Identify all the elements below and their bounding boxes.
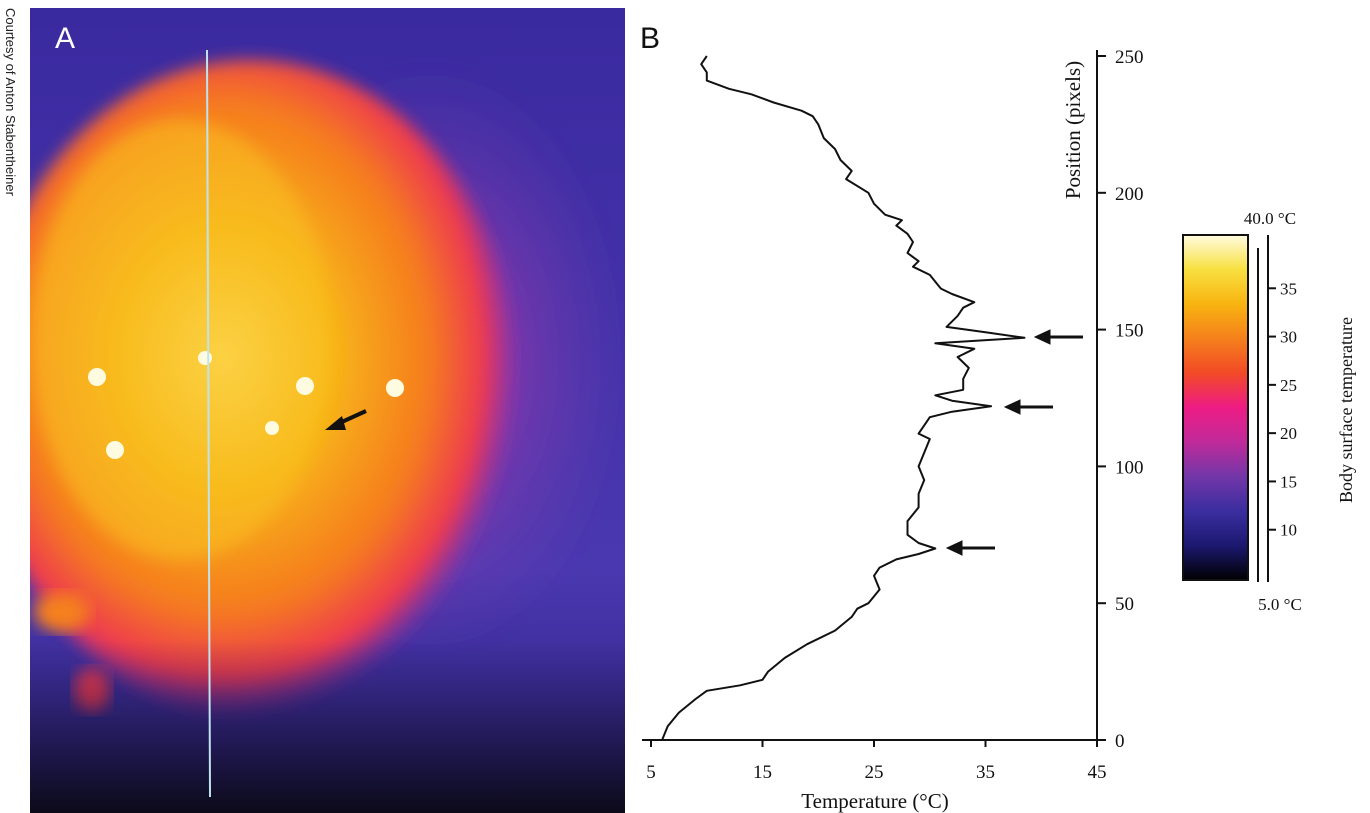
colorbar-tick-label: 10 (1280, 521, 1297, 540)
temperature-line (661, 55, 1026, 741)
colorbar-tick-label: 25 (1280, 376, 1297, 395)
y-axis-title: Position (pixels) (1061, 61, 1085, 199)
colorbar-title: Body surface temperature (1336, 317, 1356, 503)
colorbar (1182, 234, 1249, 581)
colorbar-tick-label: 20 (1280, 424, 1297, 443)
y-tick-label: 100 (1115, 457, 1144, 478)
x-tick-label: 45 (1088, 762, 1107, 783)
y-tick-label: 250 (1115, 47, 1144, 68)
x-axis-title: Temperature (°C) (801, 789, 948, 813)
y-tick-label: 200 (1115, 184, 1144, 205)
y-tick-label: 0 (1115, 731, 1125, 752)
x-tick-label: 25 (865, 762, 884, 783)
colorbar-min: 5.0 °C (1258, 595, 1302, 614)
panel-label: A (55, 22, 75, 55)
colorbar-tick-label: 15 (1280, 472, 1297, 491)
y-tick-label: 150 (1115, 321, 1144, 342)
x-tick-label: 35 (976, 762, 995, 783)
colorbar-tick-label: 35 (1280, 279, 1297, 298)
credit: Courtesy of Anton Stabentheiner (3, 8, 18, 197)
x-tick-label: 15 (753, 762, 772, 783)
panel-label: B (640, 22, 660, 55)
colorbar-tick-label: 30 (1280, 328, 1297, 347)
x-tick-label: 5 (646, 762, 656, 783)
peak-arrows (945, 329, 1083, 556)
thermal-image (30, 8, 625, 813)
y-tick-label: 50 (1115, 594, 1134, 615)
colorbar-max: 40.0 °C (1244, 209, 1296, 228)
